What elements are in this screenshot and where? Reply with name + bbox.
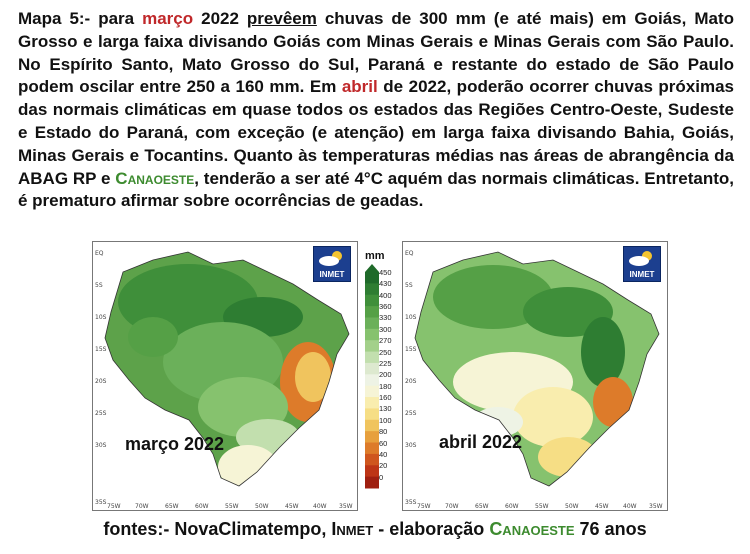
legend-tick-label: 360 xyxy=(379,302,392,312)
svg-text:25S: 25S xyxy=(405,410,417,417)
svg-text:65W: 65W xyxy=(475,503,489,510)
legend-tick-label: 60 xyxy=(379,438,388,448)
svg-text:75W: 75W xyxy=(417,503,431,510)
legend-tick-label: 330 xyxy=(379,313,392,323)
svg-text:45W: 45W xyxy=(595,503,609,510)
legend-swatch xyxy=(365,385,379,398)
svg-text:EQ: EQ xyxy=(405,250,414,257)
legend-tick-label: 160 xyxy=(379,393,392,403)
weather-icon xyxy=(319,251,342,266)
svg-text:45W: 45W xyxy=(285,503,299,510)
legend-tick-label: 300 xyxy=(379,324,392,334)
legend-swatch xyxy=(365,442,379,455)
legend-tick-label: 0 xyxy=(379,472,384,482)
legend-tick-label: 100 xyxy=(379,415,392,425)
legend-swatch xyxy=(365,408,379,421)
svg-text:30S: 30S xyxy=(95,442,107,449)
svg-text:5S: 5S xyxy=(405,282,413,289)
map-march: EQ 5S 10S 15S 20S 25S 30S 35S 75W 70W 65… xyxy=(92,241,358,511)
month-march: março xyxy=(142,9,194,28)
legend-swatch xyxy=(365,306,379,318)
legend-tick-label: 180 xyxy=(379,381,392,391)
map-april-svg: EQ 5S 10S 15S 20S 25S 30S 35S 75W 70W 65… xyxy=(405,250,663,510)
svg-text:50W: 50W xyxy=(255,503,269,510)
legend-swatch xyxy=(365,283,379,296)
map-march-label: março 2022 xyxy=(125,434,225,454)
svg-text:35S: 35S xyxy=(405,499,417,506)
legend-tick-label: 450 xyxy=(379,268,392,277)
map-march-svg: EQ 5S 10S 15S 20S 25S 30S 35S 75W 70W 65… xyxy=(95,250,353,510)
legend-swatch xyxy=(365,397,379,409)
inmet-logo-2: INMET xyxy=(623,246,661,282)
description-paragraph: Mapa 5:- para março 2022 prevêem chuvas … xyxy=(18,9,735,211)
weather-icon-2 xyxy=(629,251,652,266)
svg-text:5S: 5S xyxy=(95,282,103,289)
legend-top-arrow xyxy=(365,264,379,272)
footer-sources: fontes:- NovaClimatempo, Inmet - elabora… xyxy=(103,519,647,539)
svg-text:30S: 30S xyxy=(405,442,417,449)
svg-text:40W: 40W xyxy=(313,503,327,510)
inmet-logo: INMET xyxy=(313,246,351,282)
inmet-name: Inmet xyxy=(331,519,374,539)
legend-tick-label: 225 xyxy=(379,358,392,368)
svg-text:20S: 20S xyxy=(95,378,107,385)
svg-text:55W: 55W xyxy=(535,503,549,510)
legend-swatch xyxy=(365,419,379,432)
legend-swatch xyxy=(365,374,379,387)
legend-tick-label: 20 xyxy=(379,461,388,471)
legend-tick-label: 400 xyxy=(379,290,392,300)
lat-axis-labels: EQ 5S 10S 15S 20S 25S 30S 35S xyxy=(95,250,107,506)
legend-swatch xyxy=(365,294,379,307)
svg-text:75W: 75W xyxy=(107,503,121,510)
legend-tick-label: 80 xyxy=(379,427,388,437)
legend-colorbar xyxy=(365,264,379,489)
svg-text:35W: 35W xyxy=(339,503,353,510)
lat-axis-labels-2: EQ 5S 10S 15S 20S 25S 30S 35S xyxy=(405,250,417,506)
svg-text:65W: 65W xyxy=(165,503,179,510)
svg-text:25S: 25S xyxy=(95,410,107,417)
map-april-label: abril 2022 xyxy=(439,432,523,452)
svg-text:10S: 10S xyxy=(405,314,417,321)
svg-text:15S: 15S xyxy=(95,346,107,353)
svg-text:60W: 60W xyxy=(195,503,209,510)
canaoeste-footer: Canaoeste xyxy=(489,519,575,539)
legend-tick-label: 130 xyxy=(379,404,392,414)
legend-tick-label: 270 xyxy=(379,336,392,346)
map-april: EQ 5S 10S 15S 20S 25S 30S 35S 75W 70W 65… xyxy=(402,241,668,511)
svg-text:15S: 15S xyxy=(405,346,417,353)
legend-tick-label: 200 xyxy=(379,370,392,380)
svg-text:70W: 70W xyxy=(135,503,149,510)
legend-tick-label: 430 xyxy=(379,279,392,289)
month-april: abril xyxy=(341,77,378,97)
svg-text:35S: 35S xyxy=(95,499,107,506)
legend-swatch xyxy=(365,362,379,375)
svg-text:60W: 60W xyxy=(505,503,519,510)
legend-swatch xyxy=(365,351,379,364)
legend-swatch xyxy=(365,476,379,489)
legend-swatch xyxy=(365,340,379,353)
legend-swatch xyxy=(365,465,379,478)
legend-tick-label: 250 xyxy=(379,347,392,357)
svg-text:EQ: EQ xyxy=(95,250,104,257)
canaoeste-name: Canaoeste xyxy=(115,168,195,188)
svg-text:40W: 40W xyxy=(623,503,637,510)
legend-swatch xyxy=(365,272,379,284)
svg-text:55W: 55W xyxy=(225,503,239,510)
legend-tick-label: 40 xyxy=(379,449,388,459)
legend-swatch xyxy=(365,328,379,341)
legend-swatch xyxy=(365,453,379,466)
legend-swatch xyxy=(365,317,379,330)
svg-text:50W: 50W xyxy=(565,503,579,510)
lon-axis-labels-2: 75W 70W 65W 60W 55W 50W 45W 40W 35W xyxy=(417,503,663,510)
svg-text:10S: 10S xyxy=(95,314,107,321)
svg-text:20S: 20S xyxy=(405,378,417,385)
preveem-word: prevêem xyxy=(246,9,317,28)
precip-legend: mm 450 430 400 360 330 300 270 250 225 200 180 160 1… xyxy=(363,250,405,490)
svg-text:70W: 70W xyxy=(445,503,459,510)
svg-text:35W: 35W xyxy=(649,503,663,510)
legend-unit: mm xyxy=(365,250,385,262)
legend-swatch xyxy=(365,431,379,444)
lon-axis-labels: 75W 70W 65W 60W 55W 50W 45W 40W 35W xyxy=(107,503,353,510)
